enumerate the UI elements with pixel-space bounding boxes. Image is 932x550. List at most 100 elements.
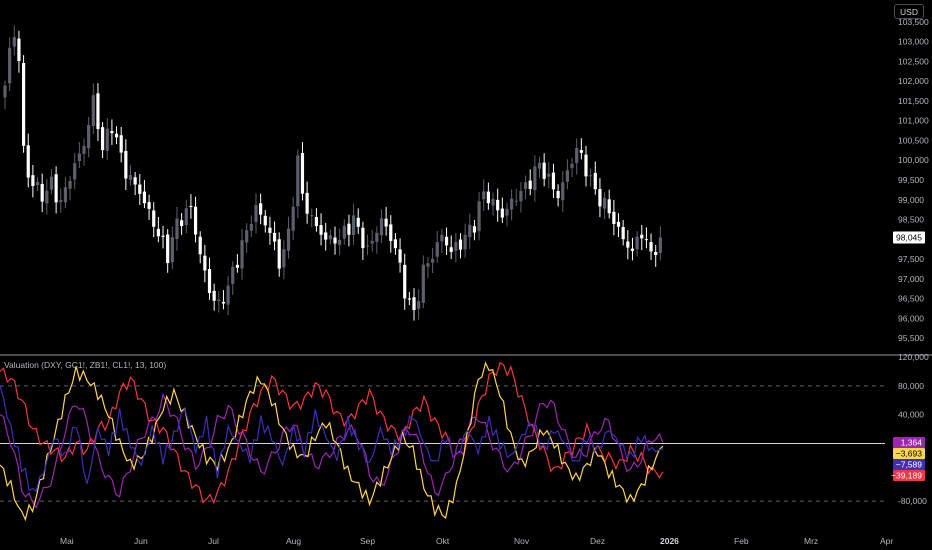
candle[interactable] <box>105 118 109 160</box>
main-price-pane[interactable] <box>3 25 662 321</box>
candle[interactable] <box>87 116 91 158</box>
candle[interactable] <box>124 139 128 191</box>
candle[interactable] <box>444 227 449 256</box>
candle[interactable] <box>68 175 72 201</box>
candle[interactable] <box>217 291 221 313</box>
candle[interactable] <box>463 223 467 258</box>
candle[interactable] <box>468 213 472 249</box>
candle[interactable] <box>8 37 12 92</box>
candle[interactable] <box>547 161 551 189</box>
candle[interactable] <box>324 222 328 251</box>
candle[interactable] <box>300 142 305 201</box>
candle[interactable] <box>82 138 86 166</box>
candle[interactable] <box>458 233 463 259</box>
candle[interactable] <box>180 213 184 235</box>
candle[interactable] <box>584 145 588 187</box>
candle[interactable] <box>421 255 425 308</box>
candle[interactable] <box>384 206 388 236</box>
candle[interactable] <box>440 228 444 253</box>
candle[interactable] <box>500 197 504 224</box>
candle[interactable] <box>245 223 249 253</box>
candle[interactable] <box>361 221 365 260</box>
candle[interactable] <box>510 189 514 221</box>
candle[interactable] <box>426 256 430 278</box>
candle[interactable] <box>77 141 81 169</box>
candle[interactable] <box>101 122 105 159</box>
candle[interactable] <box>393 233 398 255</box>
candle[interactable] <box>333 226 337 255</box>
candle[interactable] <box>454 232 458 263</box>
candle[interactable] <box>403 253 407 310</box>
candle[interactable] <box>263 210 267 233</box>
candle[interactable] <box>575 138 579 175</box>
candle[interactable] <box>486 182 490 210</box>
candle[interactable] <box>45 179 49 215</box>
candle[interactable] <box>49 168 54 195</box>
candle[interactable] <box>593 161 597 195</box>
candle[interactable] <box>12 25 16 56</box>
candle[interactable] <box>412 288 416 321</box>
indicator-series-line[interactable] <box>0 392 664 509</box>
candle[interactable] <box>431 247 435 274</box>
candle[interactable] <box>114 126 119 145</box>
candle[interactable] <box>119 127 123 163</box>
candle[interactable] <box>375 226 379 254</box>
candle[interactable] <box>203 244 207 283</box>
candle[interactable] <box>342 219 346 245</box>
candle[interactable] <box>314 208 319 232</box>
candle[interactable] <box>570 157 574 178</box>
candle[interactable] <box>644 227 649 249</box>
candle[interactable] <box>407 292 411 306</box>
candle[interactable] <box>138 173 142 205</box>
candle[interactable] <box>40 173 44 213</box>
candle[interactable] <box>184 199 188 234</box>
candle[interactable] <box>528 169 532 196</box>
time-axis[interactable]: Mai Jun Jul Aug Sep Okt Nov Dez 2026 Feb Mrz Apr <box>60 536 893 546</box>
candle[interactable] <box>189 194 193 219</box>
candle[interactable] <box>142 180 147 209</box>
candle[interactable] <box>128 164 133 186</box>
candle[interactable] <box>561 170 565 213</box>
candle[interactable] <box>152 202 156 238</box>
candle[interactable] <box>231 261 235 295</box>
candle[interactable] <box>338 228 342 256</box>
candle[interactable] <box>156 217 160 243</box>
indicator-series-line[interactable] <box>0 385 664 493</box>
candle[interactable] <box>505 202 509 227</box>
candle[interactable] <box>226 275 230 316</box>
candle[interactable] <box>207 257 212 300</box>
candle[interactable] <box>254 193 258 234</box>
candle[interactable] <box>533 155 537 202</box>
candle[interactable] <box>379 209 384 243</box>
candle[interactable] <box>496 188 500 222</box>
candle[interactable] <box>282 240 286 280</box>
candle[interactable] <box>626 230 630 260</box>
candle[interactable] <box>268 216 272 245</box>
candle[interactable] <box>398 238 402 273</box>
candle[interactable] <box>435 230 439 263</box>
candle[interactable] <box>35 177 40 192</box>
candle[interactable] <box>417 289 421 320</box>
candle[interactable] <box>277 232 281 277</box>
candle[interactable] <box>170 226 174 270</box>
candle[interactable] <box>551 163 556 198</box>
candle[interactable] <box>389 215 393 253</box>
candle[interactable] <box>523 175 528 200</box>
indicator-series-line[interactable] <box>0 361 664 505</box>
currency-button[interactable]: USD <box>894 4 924 19</box>
candle[interactable] <box>198 231 202 264</box>
candle[interactable] <box>235 254 239 273</box>
candle[interactable] <box>589 168 593 187</box>
candle[interactable] <box>296 149 300 219</box>
candle[interactable] <box>328 229 332 245</box>
candle[interactable] <box>607 189 611 219</box>
candle[interactable] <box>514 188 518 207</box>
candle[interactable] <box>305 181 309 224</box>
candle[interactable] <box>54 166 58 214</box>
candle[interactable] <box>59 188 63 213</box>
indicator-legend-label[interactable]: Valuation (DXY, GC1!, ZB1!, CL1!, 13, 10… <box>4 360 166 370</box>
candle[interactable] <box>319 213 323 246</box>
candle[interactable] <box>26 133 30 188</box>
candle[interactable] <box>477 192 481 241</box>
